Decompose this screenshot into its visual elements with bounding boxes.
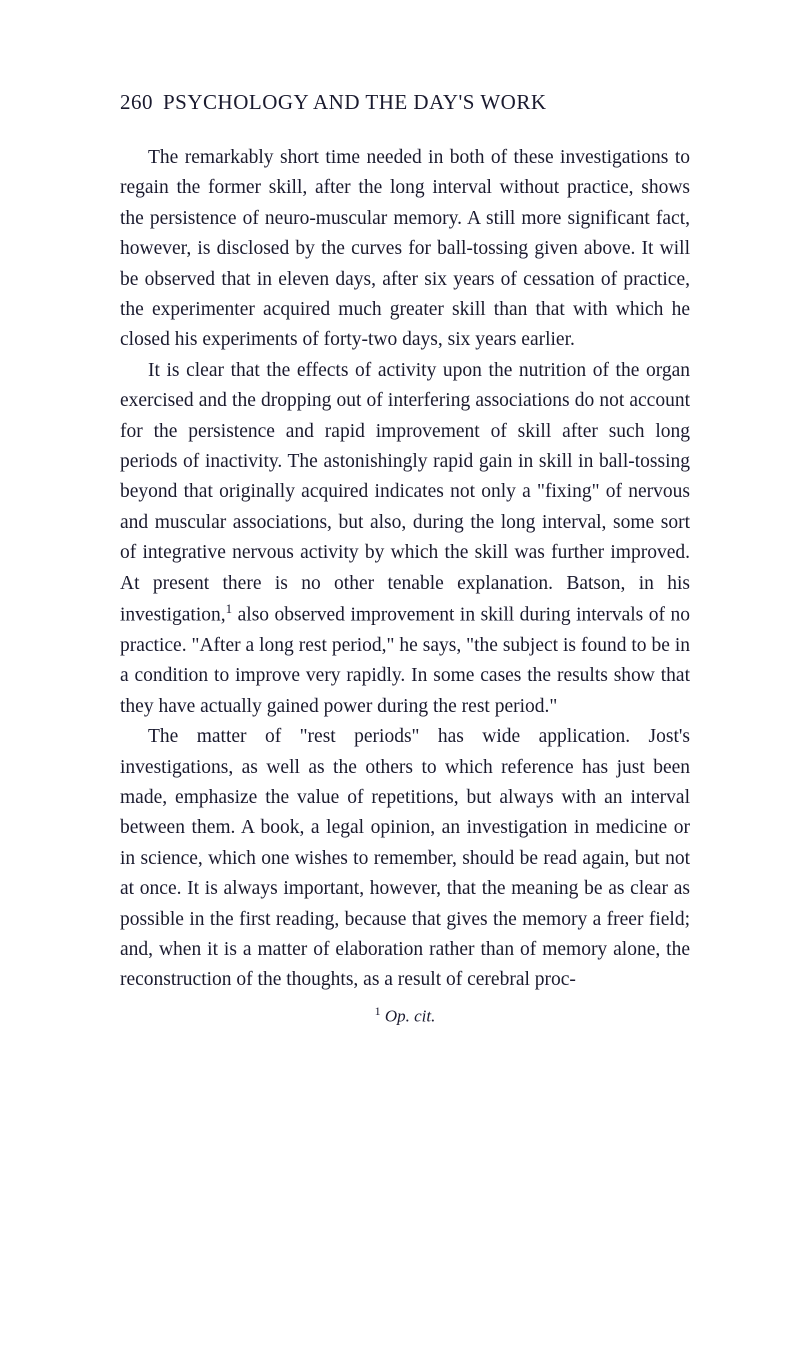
- footnote: 1 Op. cit.: [120, 1004, 690, 1027]
- body-text: The remarkably short time needed in both…: [120, 143, 690, 996]
- header-title: PSYCHOLOGY AND THE DAY'S WORK: [163, 90, 547, 114]
- footnote-citation: Op. cit.: [385, 1007, 436, 1026]
- paragraph-1: The remarkably short time needed in both…: [120, 143, 690, 356]
- footnote-marker: 1: [375, 1004, 381, 1018]
- page-number: 260: [120, 90, 153, 114]
- page-header: 260 PSYCHOLOGY AND THE DAY'S WORK: [120, 90, 690, 115]
- paragraph-2: It is clear that the effects of activity…: [120, 356, 690, 722]
- paragraph-2-part1: It is clear that the effects of activity…: [120, 360, 690, 626]
- paragraph-3: The matter of "rest periods" has wide ap…: [120, 722, 690, 996]
